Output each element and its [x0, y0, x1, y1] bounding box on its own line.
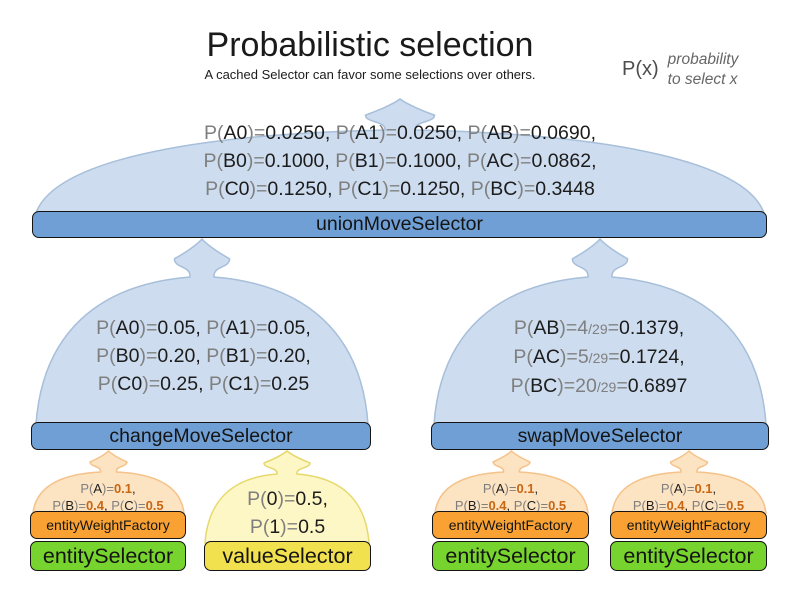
union-probabilities: P(A0)=0.0250, P(A1)=0.0250, P(AB)=0.0690…	[100, 119, 700, 203]
value-funnel-shape	[204, 450, 370, 544]
probability-line: P(AB)=4/29=0.1379,	[513, 317, 685, 339]
legend-description-line1: probability	[667, 51, 739, 68]
entity-weight-funnel-shape-1	[32, 449, 185, 514]
entity-selector-bar-3: entitySelector	[610, 541, 767, 571]
probability-line: P(A0)=0.0250, P(A1)=0.0250, P(AB)=0.0690…	[204, 122, 596, 144]
probability-line: P(A)=0.1,	[660, 481, 717, 496]
entity-weight-probabilities-2: P(A)=0.1, P(B)=0.4, P(C)=0.5	[430, 480, 591, 514]
union-funnel-shape	[34, 98, 766, 217]
legend-description: probability to select x	[668, 50, 739, 90]
entity-weight-factory-bar-2: entityWeightFactory	[432, 511, 589, 539]
legend: P(x) probability to select x	[622, 50, 738, 90]
probability-line: P(A0)=0.05, P(A1)=0.05,	[96, 317, 311, 339]
probability-line: P(C0)=0.25, P(C1)=0.25	[97, 373, 310, 395]
entity-weight-funnel-shape-2	[434, 449, 589, 514]
probability-line: P(A)=0.1,	[482, 481, 539, 496]
probability-line: P(C0)=0.1250, P(C1)=0.1250, P(BC)=0.3448	[205, 178, 595, 200]
entity-weight-funnel-shape-3	[611, 449, 767, 514]
probability-line: P(B0)=0.20, P(B1)=0.20,	[96, 345, 311, 367]
probability-line: P(B)=0.4, P(C)=0.5	[454, 498, 567, 513]
entity-selector-bar-1: entitySelector	[30, 541, 186, 571]
change-move-selector-bar: changeMoveSelector	[31, 422, 371, 450]
entity-weight-factory-bar-1: entityWeightFactory	[30, 511, 186, 539]
change-funnel-shape	[35, 237, 369, 425]
value-probabilities: P(0)=0.5, P(1)=0.5	[204, 485, 371, 541]
change-probabilities: P(A0)=0.05, P(A1)=0.05, P(B0)=0.20, P(B1)…	[36, 314, 371, 398]
entity-weight-factory-bar-3: entityWeightFactory	[610, 511, 767, 539]
page-subtitle: A cached Selector can favor some selecti…	[204, 67, 536, 82]
page-title: Probabilistic selection	[206, 26, 534, 64]
probability-line: P(AC)=5/29=0.1724,	[513, 346, 685, 368]
probability-line: P(BC)=20/29=0.6897	[510, 375, 688, 397]
probability-line: P(B)=0.4, P(C)=0.5	[52, 498, 164, 513]
swap-funnel-shape	[433, 237, 767, 425]
probability-line: P(1)=0.5	[249, 516, 326, 538]
swap-probabilities: P(AB)=4/29=0.1379, P(AC)=5/29=0.1724, P(BC…	[432, 314, 766, 401]
legend-symbol: P(x)	[622, 58, 659, 80]
probability-line: P(B0)=0.1000, P(B1)=0.1000, P(AC)=0.0862…	[203, 150, 597, 172]
probability-line: P(0)=0.5,	[247, 488, 328, 510]
probability-line: P(A)=0.1,	[80, 481, 136, 496]
probability-line: P(B)=0.4, P(C)=0.5	[632, 498, 745, 513]
legend-description-line2: to select x	[667, 71, 738, 88]
swap-move-selector-bar: swapMoveSelector	[431, 422, 769, 450]
entity-selector-bar-2: entitySelector	[432, 541, 589, 571]
entity-weight-probabilities-3: P(A)=0.1, P(B)=0.4, P(C)=0.5	[608, 480, 769, 514]
union-move-selector-bar: unionMoveSelector	[32, 211, 767, 238]
entity-weight-probabilities-1: P(A)=0.1, P(B)=0.4, P(C)=0.5	[28, 480, 188, 514]
value-selector-bar: valueSelector	[204, 541, 371, 571]
